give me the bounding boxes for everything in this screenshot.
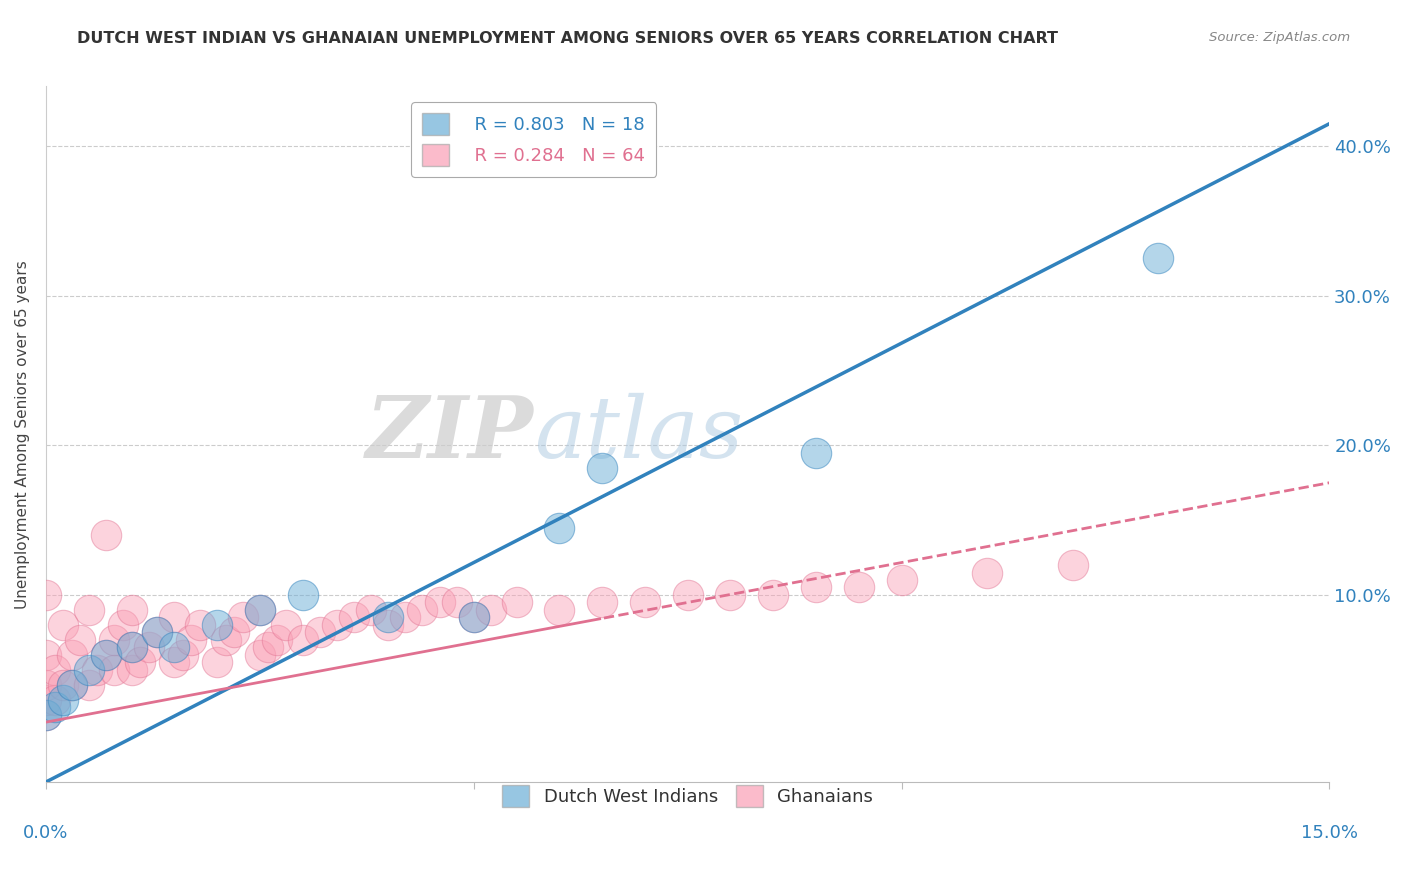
Text: Source: ZipAtlas.com: Source: ZipAtlas.com [1209,31,1350,45]
Point [94,648,117,662]
Point [308,625,330,640]
Point [326,618,349,632]
Point [121,603,143,617]
Point [976,566,998,580]
Point [52,678,75,692]
Text: DUTCH WEST INDIAN VS GHANAIAN UNEMPLOYMENT AMONG SENIORS OVER 65 YEARS CORRELATI: DUTCH WEST INDIAN VS GHANAIAN UNEMPLOYME… [77,31,1059,46]
Point [890,573,912,587]
Text: 15.0%: 15.0% [1301,824,1358,842]
Point [60,648,83,662]
Point [86,663,108,677]
Point [548,521,571,535]
Point [257,640,280,655]
Point [249,648,271,662]
Point [35,588,58,602]
Point [44,663,66,677]
Point [249,603,271,617]
Point [804,446,827,460]
Point [548,603,571,617]
Point [35,648,58,662]
Point [804,581,827,595]
Point [360,603,382,617]
Point [69,632,91,647]
Text: 0.0%: 0.0% [24,824,69,842]
Point [505,595,527,609]
Point [205,655,228,669]
Point [138,640,160,655]
Point [394,610,416,624]
Point [591,595,613,609]
Point [103,632,125,647]
Point [249,603,271,617]
Point [60,678,83,692]
Point [77,678,100,692]
Point [291,588,314,602]
Point [232,610,254,624]
Point [44,700,66,714]
Point [121,640,143,655]
Point [848,581,870,595]
Point [429,595,451,609]
Point [634,595,657,609]
Point [52,618,75,632]
Point [463,610,485,624]
Point [146,625,169,640]
Point [343,610,366,624]
Point [94,528,117,542]
Point [180,632,202,647]
Point [52,692,75,706]
Point [35,692,58,706]
Point [291,632,314,647]
Point [60,678,83,692]
Point [591,460,613,475]
Point [463,610,485,624]
Point [94,648,117,662]
Point [411,603,433,617]
Point [214,632,236,647]
Point [77,663,100,677]
Text: ZIP: ZIP [366,392,534,476]
Legend: Dutch West Indians, Ghanaians: Dutch West Indians, Ghanaians [495,778,880,814]
Point [266,632,288,647]
Point [188,618,211,632]
Point [718,588,741,602]
Point [35,707,58,722]
Point [224,625,246,640]
Point [377,610,399,624]
Point [479,603,502,617]
Point [35,678,58,692]
Point [103,663,125,677]
Point [163,610,186,624]
Point [163,655,186,669]
Point [44,692,66,706]
Point [121,663,143,677]
Point [77,603,100,617]
Point [172,648,194,662]
Point [163,640,186,655]
Point [377,618,399,632]
Point [121,640,143,655]
Point [111,618,134,632]
Point [146,625,169,640]
Point [274,618,297,632]
Point [676,588,699,602]
Point [446,595,468,609]
Point [205,618,228,632]
Point [1062,558,1084,572]
Text: atlas: atlas [534,392,742,475]
Y-axis label: Unemployment Among Seniors over 65 years: Unemployment Among Seniors over 65 years [15,260,30,608]
Point [762,588,785,602]
Point [1147,252,1170,266]
Point [129,655,152,669]
Point [35,707,58,722]
